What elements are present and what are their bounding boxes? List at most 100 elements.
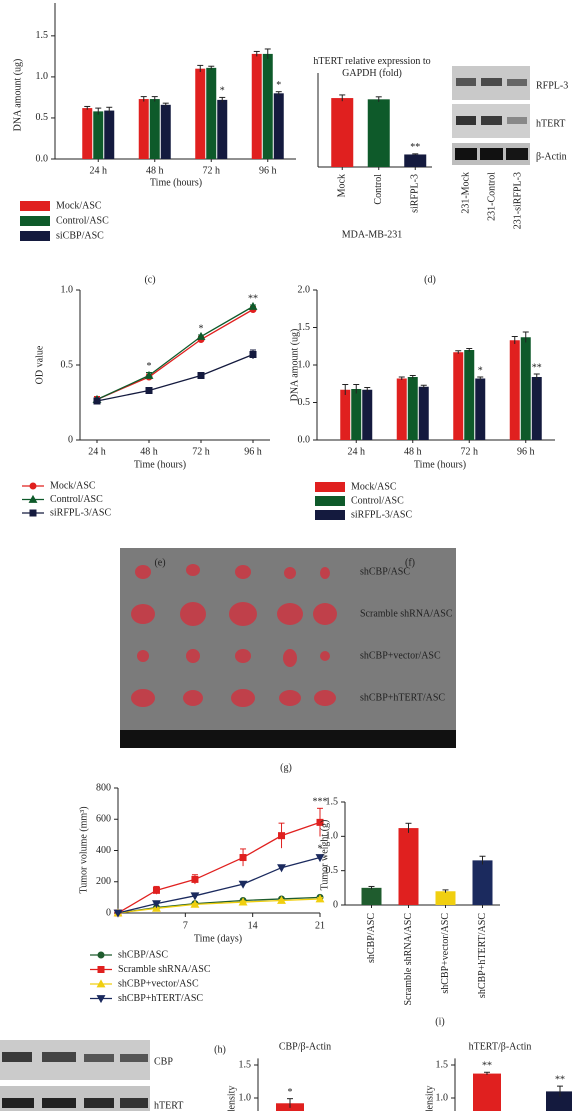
chart-title: CBP/β-Actin [279, 1041, 331, 1052]
legend-label: siCBP/ASC [56, 230, 104, 241]
marker [277, 864, 286, 873]
blot-row-label: β-Actin [536, 151, 567, 162]
bar [546, 1091, 572, 1111]
photo-row-label: shCBP/ASC [360, 566, 410, 577]
marker [190, 899, 200, 908]
bar [472, 860, 493, 905]
x-tick-label: Scramble shRNA/ASC [403, 913, 414, 1006]
marker [191, 875, 199, 883]
annotation: * [220, 86, 225, 97]
x-tick-label: 7 [183, 920, 188, 931]
x-tick-label: 48 h [404, 446, 422, 457]
marker [196, 331, 206, 340]
tumor-photo [120, 548, 456, 748]
blot-lane-label: 231-Control [486, 172, 497, 221]
legend-swatch [20, 201, 50, 211]
bar [473, 1073, 501, 1111]
marker [29, 509, 37, 517]
marker [145, 387, 153, 394]
y-axis-label: density [424, 1086, 435, 1111]
bar [464, 350, 475, 440]
legend-label: Control/ASC [351, 495, 404, 506]
y-axis-label: OD value [34, 345, 45, 384]
blot-row-label: RFPL-3 [536, 80, 568, 91]
annotation: ** [482, 1061, 492, 1072]
y-axis-label: Tumor weight (g) [319, 820, 330, 891]
legend-swatch [315, 510, 345, 520]
annotation: * [288, 1087, 293, 1098]
marker [113, 909, 123, 918]
legend-label: siRFPL-3/ASC [50, 507, 111, 518]
y-tick-label: 0.5 [326, 865, 339, 876]
chart-title: hTERT relative expression to GAPDH (fold… [313, 56, 431, 79]
annotation: * [318, 843, 323, 854]
bar [475, 378, 486, 440]
bar [418, 386, 429, 440]
line [117, 856, 321, 914]
photo-row-label: Scramble shRNA/ASC [360, 608, 453, 619]
line [117, 821, 321, 914]
bar [398, 828, 419, 905]
bar [331, 98, 354, 167]
y-tick-label: 1.0 [61, 284, 74, 295]
bar [367, 99, 390, 167]
x-tick-label: 14 [248, 920, 258, 931]
x-tick-label: 72 h [203, 165, 221, 176]
marker [97, 951, 105, 959]
bar [82, 108, 93, 159]
y-tick-label: 1.0 [239, 1092, 252, 1103]
marker [316, 818, 324, 826]
y-tick-label: 400 [96, 845, 111, 856]
marker [197, 372, 205, 379]
marker [277, 895, 286, 904]
bar [93, 111, 104, 159]
x-tick-label: 96 h [244, 446, 262, 457]
x-tick-label: 21 [315, 920, 325, 931]
marker [238, 897, 248, 906]
bar [251, 53, 262, 160]
x-tick-label: 96 h [517, 446, 535, 457]
legend-label: Mock/ASC [50, 480, 96, 491]
annotation: ** [410, 142, 420, 153]
photo-row-label: shCBP+hTERT/ASC [360, 692, 445, 703]
legend-swatch [20, 216, 50, 226]
y-tick-label: 1.0 [326, 831, 339, 842]
bar [206, 67, 217, 159]
bar [361, 887, 382, 905]
x-tick-label: 72 h [461, 446, 479, 457]
y-tick-label: 0.5 [298, 397, 311, 408]
line [96, 305, 254, 401]
x-tick-label: Mock [337, 174, 348, 197]
legend-label: Scramble shRNA/ASC [118, 964, 211, 975]
bar [104, 110, 115, 159]
legend-swatch [20, 231, 50, 241]
x-tick-label: Control [373, 174, 384, 205]
legend-swatch [315, 496, 345, 506]
y-tick-label: 1.5 [36, 30, 49, 41]
y-tick-label: 200 [96, 876, 111, 887]
bar [404, 154, 427, 167]
marker [28, 494, 38, 503]
bar [160, 104, 171, 159]
marker [93, 397, 101, 405]
x-tick-label: 24 h [88, 446, 106, 457]
x-tick-label: siRFPL-3 [410, 174, 421, 213]
marker [278, 832, 286, 840]
bar [262, 53, 273, 160]
y-tick-label: 0 [333, 899, 338, 910]
marker [144, 370, 154, 379]
panel-label: (f) [405, 557, 415, 568]
y-tick-label: 0 [106, 907, 111, 918]
panel-label: (h) [214, 1044, 226, 1055]
bar [435, 891, 456, 905]
panel-label: (g) [280, 762, 292, 773]
y-axis-label: Tumor volume (mm³) [78, 806, 89, 893]
blot-lane-label: 231-siRFPL-3 [512, 172, 523, 229]
marker [190, 892, 200, 901]
x-tick-label: shCBP/ASC [366, 913, 377, 963]
y-tick-label: 1.0 [436, 1092, 449, 1103]
marker [96, 979, 106, 988]
legend-label: Control/ASC [50, 494, 103, 505]
marker [96, 995, 106, 1004]
